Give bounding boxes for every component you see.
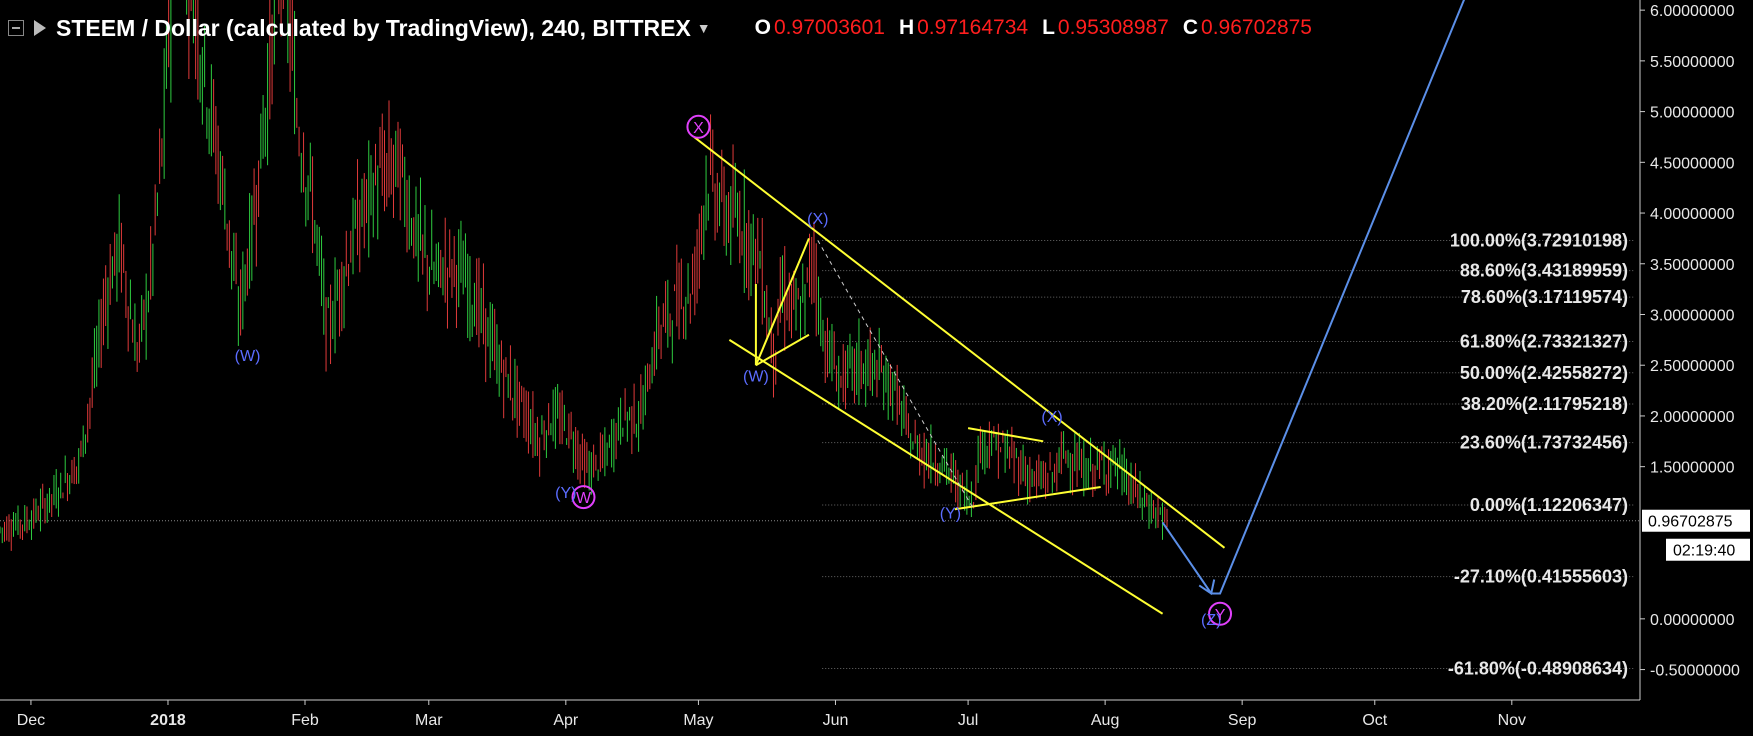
- fib-level-label: 61.80%(2.73321327): [1460, 332, 1628, 352]
- ohlc-open-key: O: [754, 16, 771, 39]
- last-price-tag: [1642, 509, 1750, 532]
- x-tick-label: Apr: [553, 712, 579, 729]
- wave-label: Y: [1215, 607, 1226, 624]
- y-tick-label: 3.00000000: [1650, 307, 1735, 324]
- x-tick-label: Aug: [1091, 712, 1119, 729]
- plot-area: [0, 0, 1640, 669]
- channel-line: [728, 339, 1164, 615]
- x-tick-label: Sep: [1228, 712, 1257, 729]
- y-tick-label: 2.00000000: [1650, 409, 1735, 426]
- chart-header: STEEM / Dollar (calculated by TradingVie…: [8, 14, 1312, 42]
- x-tick-label: Oct: [1362, 712, 1387, 729]
- y-tick-label: 5.50000000: [1650, 54, 1735, 71]
- x-tick-label: Nov: [1498, 712, 1526, 729]
- wave-label: (X): [807, 211, 828, 228]
- candles: [0, 0, 1168, 551]
- wave-label-circle: [571, 485, 596, 510]
- fib-level-label: -27.10%(0.41555603): [1454, 567, 1628, 587]
- y-tick-label: 5.00000000: [1650, 105, 1735, 122]
- x-tick-label: Jun: [823, 712, 849, 729]
- y-tick-label: 0.00000000: [1650, 612, 1735, 629]
- ohlc-low-value: 0.95308987: [1057, 16, 1169, 39]
- y-tick-label: 6.00000000: [1650, 3, 1735, 20]
- triangle-line: [754, 238, 810, 366]
- x-tick-label: Mar: [415, 712, 443, 729]
- last-price-label: 0.96702875: [1648, 514, 1733, 531]
- triangle-line: [755, 333, 810, 367]
- wave-label-circle: [686, 114, 711, 139]
- triangle-line: [967, 427, 1044, 443]
- ohlc-high-key: H: [898, 16, 915, 39]
- projection-arrowhead: [1198, 579, 1216, 596]
- x-tick-label: Jul: [958, 712, 978, 729]
- ohlc-high-value: 0.97164734: [917, 16, 1029, 39]
- wave-label: (Y): [940, 505, 961, 522]
- ohlc-readout: O 0.97003601 H 0.97164734 L 0.95308987 C…: [741, 16, 1312, 40]
- countdown-tag: [1666, 538, 1750, 561]
- y-tick-label: 4.50000000: [1650, 155, 1735, 172]
- retracement-dashed-line: [817, 240, 973, 508]
- chevron-down-icon[interactable]: ▼: [696, 20, 711, 36]
- triangle-line: [954, 485, 1101, 511]
- symbol-flag-icon: [34, 20, 46, 36]
- fib-level-label: 50.00%(2.42558272): [1460, 363, 1628, 383]
- wave-label: (X): [1041, 409, 1062, 426]
- y-tick-label: 3.50000000: [1650, 257, 1735, 274]
- fib-level-label: 38.20%(2.11795218): [1461, 394, 1628, 414]
- x-tick-label: Dec: [17, 712, 45, 729]
- ohlc-low-key: L: [1042, 16, 1055, 39]
- channel-line: [693, 136, 1226, 549]
- fib-level-label: 88.60%(3.43189959): [1460, 261, 1628, 281]
- wave-label: (W): [743, 368, 769, 385]
- countdown-label: 02:19:40: [1673, 543, 1735, 560]
- wave-label: W: [576, 490, 592, 507]
- projection-path: [1161, 0, 1466, 595]
- y-tick-label: -0.50000000: [1650, 663, 1740, 680]
- y-tick-label: 4.00000000: [1650, 206, 1735, 223]
- x-tick-label: 2018: [150, 712, 186, 729]
- fib-level-label: 78.60%(3.17119574): [1461, 287, 1628, 307]
- collapse-icon[interactable]: [8, 20, 24, 36]
- fib-level-label: -61.80%(-0.48908634): [1448, 658, 1628, 678]
- symbol-title[interactable]: STEEM / Dollar (calculated by TradingVie…: [56, 14, 691, 41]
- y-tick-label: 2.50000000: [1650, 358, 1735, 375]
- x-tick-label: Feb: [291, 712, 319, 729]
- ohlc-close-key: C: [1182, 16, 1199, 39]
- x-tick-label: May: [683, 712, 713, 729]
- fib-level-label: 23.60%(1.73732456): [1460, 433, 1628, 453]
- fib-level-label: 100.00%(3.72910198): [1450, 231, 1628, 251]
- ohlc-close-value: 0.96702875: [1201, 16, 1312, 39]
- y-tick-label: 1.50000000: [1650, 460, 1735, 477]
- wave-label: (Y): [555, 485, 576, 502]
- wave-label: (W): [235, 348, 261, 365]
- ohlc-open-value: 0.97003601: [774, 16, 885, 39]
- wave-label-circle: [1208, 601, 1233, 626]
- wave-label: (Z): [1201, 612, 1221, 629]
- wave-label: X: [693, 120, 704, 137]
- fib-level-label: 0.00%(1.12206347): [1470, 495, 1628, 515]
